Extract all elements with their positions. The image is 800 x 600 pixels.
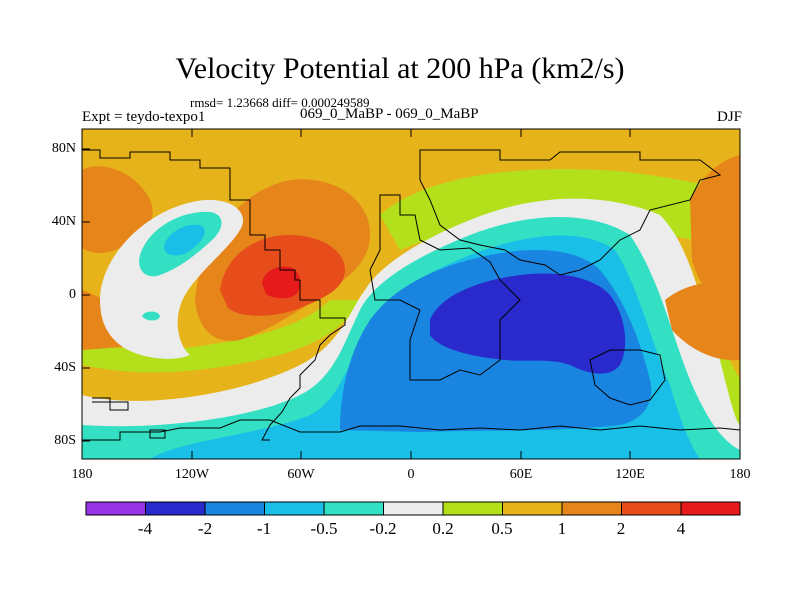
coastline-africa	[369, 194, 521, 381]
colorbar-label: -0.5	[310, 519, 338, 538]
coastlines	[82, 149, 740, 441]
colorbar-label: 4	[676, 519, 686, 538]
colorbar	[85, 501, 741, 516]
colorbar-box-4	[264, 501, 325, 516]
contour-region-cyan-west	[164, 224, 205, 256]
coastline-island-west	[92, 397, 129, 411]
contour-region-teal-blob	[142, 311, 160, 321]
colorbar-label: 2	[616, 519, 626, 538]
colorbar-label: -4	[137, 519, 153, 538]
colorbar-box-11	[680, 501, 741, 516]
chart-title: Velocity Potential at 200 hPa (km2/s)	[175, 52, 625, 85]
stats-line: rmsd= 1.23668 diff= 0.000249589	[190, 95, 370, 110]
coastline-island-sw	[149, 429, 166, 439]
x-label-0: 0	[407, 467, 415, 482]
y-label-80N: 80N	[51, 141, 76, 156]
contour-region-dark-blue	[430, 273, 626, 374]
y-label-40N: 40N	[51, 214, 76, 229]
colorbar-label: -1	[256, 519, 272, 538]
coastline-south-america	[261, 280, 346, 441]
colorbar-box-7	[442, 501, 503, 516]
comparison-label: 069_0_MaBP - 069_0_MaBP	[300, 106, 479, 122]
contour-region-orange-ne	[690, 155, 740, 310]
experiment-label: Expt = teydo-texpo1	[82, 109, 206, 125]
x-label-60E: 60E	[509, 467, 533, 482]
season-label: DJF	[716, 109, 742, 125]
colorbar-box-8	[502, 501, 563, 516]
y-label-40S: 40S	[54, 360, 76, 375]
contour-region-orange-se	[665, 282, 740, 361]
coastline-antarctica	[82, 419, 740, 441]
colorbar-label: 0.2	[432, 519, 454, 538]
colorbar-box-3	[204, 501, 265, 516]
colorbar-box-6	[383, 501, 444, 516]
x-label-180-left: 180	[71, 467, 93, 482]
x-label-180-right: 180	[729, 467, 751, 482]
colorbar-box-1	[85, 501, 146, 516]
axis-ticks	[82, 129, 631, 459]
colorbar-box-10	[621, 501, 682, 516]
contour-region-red	[262, 266, 300, 299]
x-label-60W: 60W	[287, 467, 315, 482]
y-label-80S: 80S	[54, 433, 76, 448]
coastline-asia	[419, 149, 722, 276]
contour-region-orange-nw	[82, 166, 153, 254]
colorbar-label: -0.2	[369, 519, 397, 538]
colorbar-box-5	[323, 501, 384, 516]
colorbar-label: -2	[197, 519, 213, 538]
coastline-north	[82, 149, 300, 281]
contour-field	[82, 129, 740, 459]
x-label-120E: 120E	[615, 467, 645, 482]
colorbar-label: 1	[557, 519, 567, 538]
y-label-0: 0	[69, 287, 76, 302]
colorbar-label: 0.5	[491, 519, 513, 538]
x-label-120W: 120W	[174, 467, 210, 482]
colorbar-box-2	[145, 501, 206, 516]
coastline-australia	[589, 349, 666, 406]
colorbar-box-9	[561, 501, 622, 516]
